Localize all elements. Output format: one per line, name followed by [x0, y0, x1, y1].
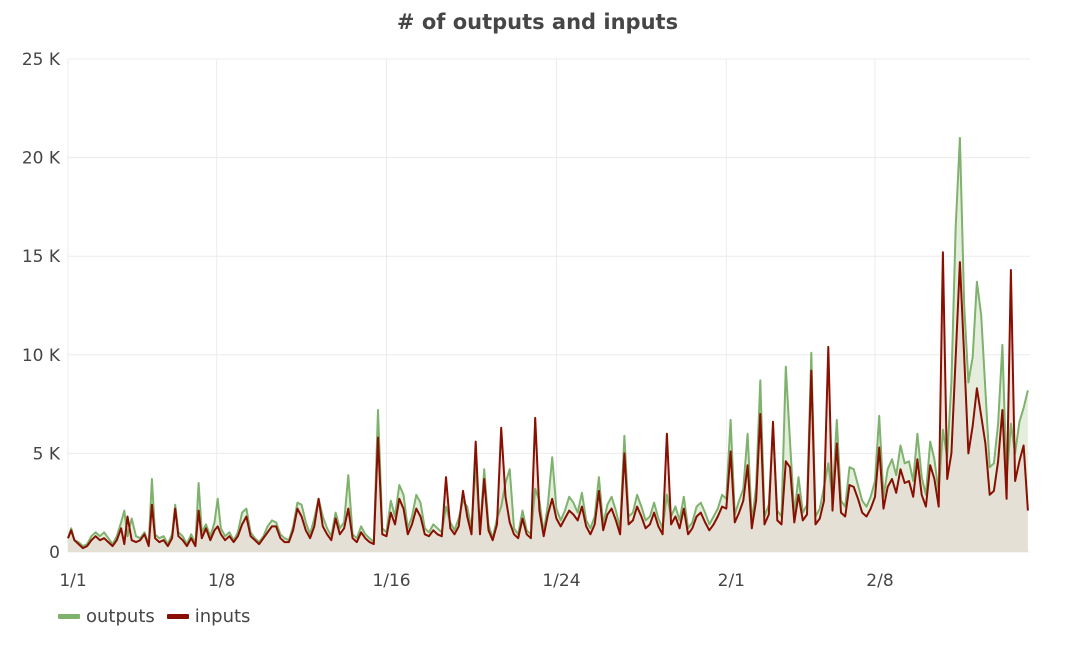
- y-tick-label: 10 K: [22, 346, 61, 366]
- grid-lines: [67, 58, 1030, 553]
- inputs-swatch: [166, 614, 189, 619]
- x-tick-label: 1/8: [208, 571, 235, 591]
- series-areas: [68, 137, 1028, 553]
- chart-title: # of outputs and inputs: [396, 10, 679, 34]
- y-tick-label: 0: [49, 543, 60, 563]
- y-tick-label: 25 K: [22, 50, 61, 70]
- series-area-inputs: [68, 252, 1028, 553]
- x-tick-label: 1/1: [59, 571, 86, 591]
- x-tick-label: 2/1: [718, 571, 745, 591]
- legend-label-outputs: outputs: [86, 606, 155, 627]
- series-line-outputs[interactable]: [67, 136, 1029, 548]
- x-tick-label: 1/16: [372, 571, 410, 591]
- legend-label-inputs: inputs: [194, 606, 251, 627]
- series-line-inputs[interactable]: [67, 251, 1029, 550]
- x-axis-ticks: 1/1 1/8 1/16 1/24 2/1 2/8: [59, 571, 893, 591]
- legend-item-inputs[interactable]: inputs: [166, 606, 251, 627]
- series-area-outputs: [68, 137, 1028, 552]
- series-lines: [67, 136, 1029, 550]
- x-tick-label: 1/24: [542, 571, 580, 591]
- x-tick-label: 2/8: [866, 571, 893, 591]
- y-tick-label: 20 K: [22, 149, 61, 169]
- y-tick-label: 5 K: [33, 444, 61, 464]
- y-tick-label: 15 K: [22, 247, 61, 267]
- y-axis-ticks: 0 5 K 10 K 15 K 20 K 25 K: [22, 50, 61, 563]
- outputs-swatch: [58, 614, 80, 619]
- legend-item-outputs[interactable]: outputs: [58, 606, 155, 627]
- legend: outputs inputs: [58, 606, 262, 627]
